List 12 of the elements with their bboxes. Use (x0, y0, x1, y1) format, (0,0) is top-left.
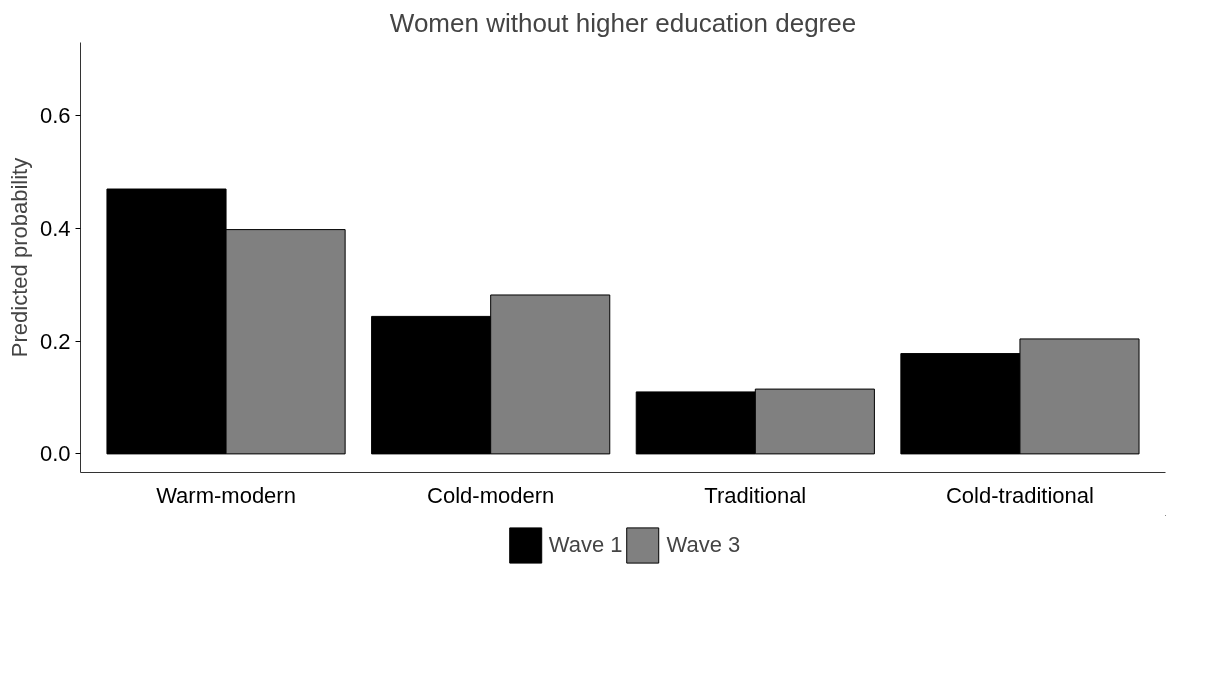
legend-label: Wave 1 (548, 532, 623, 558)
y-axis-title: Predicted probability (6, 157, 32, 358)
y-tick-label: 0.4 (39, 215, 71, 241)
y-tick-label: 0.0 (39, 441, 71, 467)
x-tick-label: Cold-modern (427, 482, 555, 508)
y-tick-label: 0.6 (39, 103, 71, 129)
x-tick-label: Cold-traditional (945, 482, 1094, 508)
x-tick-label: Warm-modern (156, 482, 296, 508)
chart-title: Women without higher education degree (389, 7, 857, 38)
x-tick-label: Traditional (704, 482, 807, 508)
legend-label: Wave 3 (666, 532, 741, 558)
y-tick-label: 0.2 (39, 328, 71, 354)
